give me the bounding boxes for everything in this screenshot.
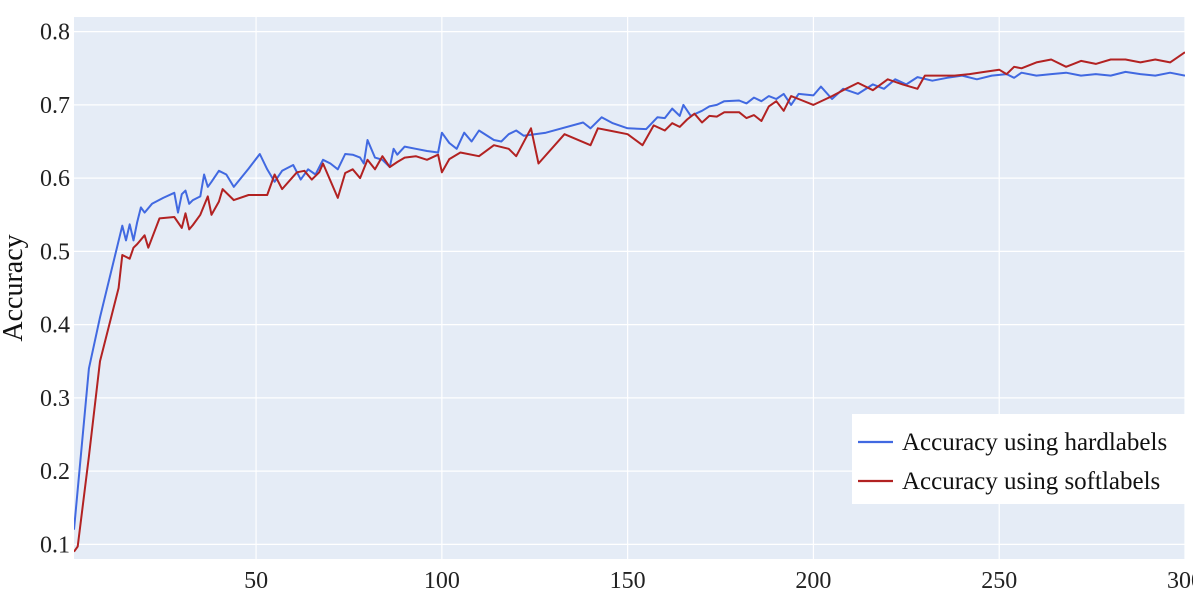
legend-label-1: Accuracy using hardlabels — [902, 429, 1167, 456]
y-tick-label: 0.4 — [40, 313, 70, 339]
y-axis-ticks: 0.1 0.2 0.3 0.4 0.5 0.6 0.7 0.8 — [40, 20, 70, 559]
series-lines — [74, 51, 1185, 553]
x-tick-label: 250 — [981, 568, 1017, 594]
grid-lines — [74, 17, 1186, 559]
legend: Accuracy using hardlabels Accuracy using … — [852, 414, 1192, 504]
x-tick-label: 300 — [1167, 568, 1193, 594]
y-tick-label: 0.3 — [40, 386, 70, 412]
x-tick-label: 200 — [795, 568, 831, 594]
x-tick-label: 50 — [244, 568, 268, 594]
y-tick-label: 0.5 — [40, 239, 70, 265]
y-tick-label: 0.2 — [40, 459, 70, 485]
y-axis-label: Accuracy — [0, 234, 29, 341]
legend-label-2: Accuracy using softlabels — [902, 468, 1160, 495]
x-axis-ticks: 50 100 150 200 250 300 — [244, 568, 1193, 594]
y-tick-label: 0.8 — [40, 20, 70, 46]
series-line-1 — [74, 70, 1185, 530]
y-tick-label: 0.1 — [40, 532, 70, 558]
x-tick-label: 100 — [424, 568, 460, 594]
legend-box — [852, 414, 1192, 504]
x-tick-label: 150 — [610, 568, 646, 594]
series-line-2 — [74, 51, 1185, 553]
y-tick-label: 0.6 — [40, 166, 70, 192]
y-tick-label: 0.7 — [40, 93, 70, 119]
